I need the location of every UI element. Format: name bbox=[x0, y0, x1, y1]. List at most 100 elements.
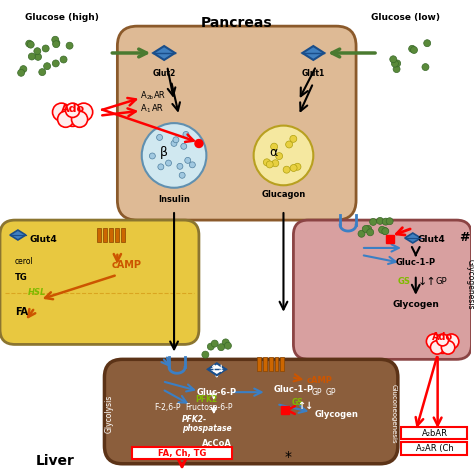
Circle shape bbox=[225, 342, 231, 349]
Circle shape bbox=[53, 103, 71, 121]
Bar bbox=[98, 228, 101, 242]
Text: *: * bbox=[285, 450, 292, 464]
Circle shape bbox=[20, 65, 27, 73]
Circle shape bbox=[276, 153, 283, 160]
Circle shape bbox=[358, 230, 365, 237]
Circle shape bbox=[165, 160, 172, 166]
Text: AcCoA: AcCoA bbox=[202, 439, 232, 448]
Circle shape bbox=[35, 54, 42, 60]
Text: Glycolysis: Glycolysis bbox=[105, 395, 114, 433]
Text: β: β bbox=[160, 146, 168, 159]
Text: Glycogenesis: Glycogenesis bbox=[466, 259, 474, 310]
Circle shape bbox=[218, 344, 225, 351]
Circle shape bbox=[177, 164, 183, 169]
Circle shape bbox=[392, 60, 399, 67]
Circle shape bbox=[28, 53, 35, 60]
Polygon shape bbox=[208, 363, 226, 375]
Text: AR: AR bbox=[152, 104, 164, 113]
Text: Ado: Ado bbox=[61, 104, 85, 114]
Circle shape bbox=[362, 226, 369, 232]
Circle shape bbox=[409, 46, 416, 52]
Bar bbox=[263, 357, 266, 371]
Text: GP: GP bbox=[436, 277, 447, 286]
Circle shape bbox=[441, 341, 455, 354]
Text: Glucagon: Glucagon bbox=[261, 190, 306, 199]
Circle shape bbox=[62, 105, 83, 127]
Circle shape bbox=[195, 139, 203, 147]
Text: #: # bbox=[459, 231, 470, 245]
Circle shape bbox=[427, 334, 441, 349]
Text: FA, Ch, TG: FA, Ch, TG bbox=[158, 449, 206, 458]
Text: FA: FA bbox=[15, 307, 28, 317]
Circle shape bbox=[382, 228, 389, 235]
Text: TG: TG bbox=[15, 273, 27, 283]
Circle shape bbox=[181, 143, 187, 149]
Text: Glut1: Glut1 bbox=[301, 69, 325, 78]
Circle shape bbox=[430, 341, 444, 354]
Text: Gluc-1-P: Gluc-1-P bbox=[273, 385, 313, 394]
Circle shape bbox=[149, 153, 155, 159]
Bar bbox=[103, 228, 108, 242]
Circle shape bbox=[26, 40, 33, 47]
Circle shape bbox=[365, 225, 372, 232]
Text: Glycogen: Glycogen bbox=[314, 410, 358, 419]
Text: GP: GP bbox=[325, 388, 336, 397]
Text: F-2,6-P: F-2,6-P bbox=[154, 402, 181, 411]
Text: GS: GS bbox=[398, 277, 411, 286]
Circle shape bbox=[66, 42, 73, 49]
Circle shape bbox=[156, 135, 163, 140]
Circle shape bbox=[294, 163, 301, 170]
Text: Glut4: Glut4 bbox=[30, 236, 57, 245]
Polygon shape bbox=[10, 230, 26, 240]
Circle shape bbox=[179, 172, 185, 178]
Text: ↓↑: ↓↑ bbox=[418, 277, 437, 287]
Polygon shape bbox=[405, 233, 421, 243]
Circle shape bbox=[27, 41, 34, 48]
Bar bbox=[401, 427, 467, 439]
Text: Ado: Ado bbox=[432, 332, 453, 342]
Polygon shape bbox=[302, 46, 324, 60]
Text: Gluc-6-P: Gluc-6-P bbox=[197, 388, 237, 397]
Bar bbox=[121, 228, 125, 242]
Circle shape bbox=[424, 40, 431, 46]
Circle shape bbox=[53, 41, 60, 48]
Circle shape bbox=[264, 159, 270, 166]
Text: A: A bbox=[141, 91, 147, 100]
Text: Glycogen: Glycogen bbox=[392, 300, 439, 309]
Circle shape bbox=[60, 56, 67, 63]
Text: ↑↓: ↑↓ bbox=[209, 365, 225, 374]
Circle shape bbox=[283, 166, 290, 173]
Circle shape bbox=[379, 227, 385, 233]
Bar bbox=[401, 442, 467, 455]
Circle shape bbox=[444, 334, 459, 349]
FancyBboxPatch shape bbox=[118, 26, 356, 220]
Circle shape bbox=[189, 162, 195, 168]
Circle shape bbox=[65, 103, 80, 118]
Circle shape bbox=[367, 229, 374, 236]
Text: GS: GS bbox=[292, 398, 303, 407]
Text: Glut4: Glut4 bbox=[418, 236, 446, 245]
Circle shape bbox=[422, 64, 429, 71]
Circle shape bbox=[52, 36, 59, 43]
Text: PFK2: PFK2 bbox=[195, 395, 217, 404]
Circle shape bbox=[390, 56, 397, 63]
Circle shape bbox=[72, 111, 88, 128]
Text: ↑↓: ↑↓ bbox=[297, 401, 313, 411]
Text: A₂bAR: A₂bAR bbox=[422, 429, 447, 438]
Circle shape bbox=[370, 219, 377, 226]
Text: GP: GP bbox=[311, 388, 322, 397]
Circle shape bbox=[53, 40, 60, 46]
Circle shape bbox=[75, 103, 93, 121]
Text: Liver: Liver bbox=[35, 454, 74, 468]
Circle shape bbox=[185, 157, 191, 164]
Bar bbox=[386, 235, 394, 243]
Circle shape bbox=[290, 136, 297, 142]
Circle shape bbox=[171, 140, 177, 146]
Text: Insulin: Insulin bbox=[158, 195, 190, 204]
FancyBboxPatch shape bbox=[0, 220, 199, 345]
Bar bbox=[132, 447, 232, 459]
FancyBboxPatch shape bbox=[293, 220, 472, 359]
Text: Glut2: Glut2 bbox=[153, 69, 176, 78]
Ellipse shape bbox=[254, 126, 313, 185]
Circle shape bbox=[286, 141, 292, 148]
